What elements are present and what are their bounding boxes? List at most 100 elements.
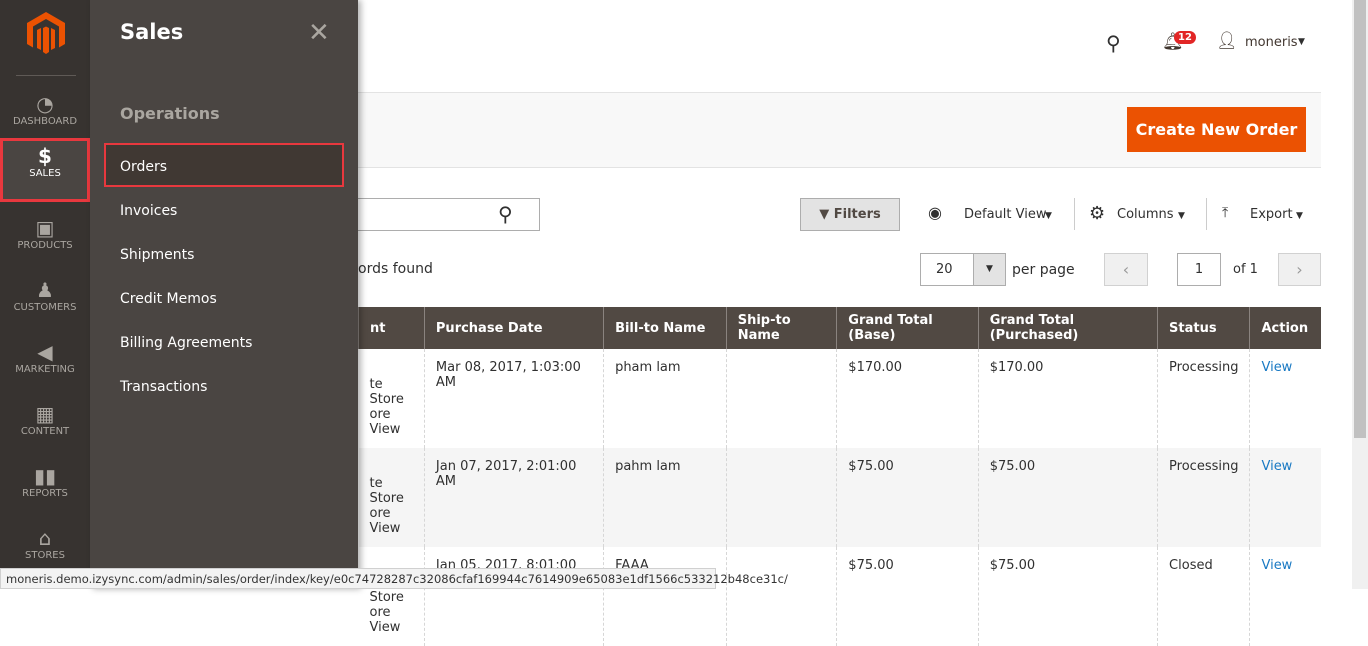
divider	[1206, 198, 1207, 230]
col-header-bill-to[interactable]: Bill-to Name	[603, 307, 727, 349]
menu-item-shipments[interactable]: Shipments	[120, 247, 195, 263]
user-icon: 👤︎	[1216, 31, 1238, 51]
grand-total-purchased: $75.00	[977, 547, 1158, 646]
megaphone-icon: ◀	[37, 340, 53, 364]
flyout-title: Sales	[120, 20, 184, 44]
view-link[interactable]: View	[1261, 558, 1293, 573]
eye-icon: ◉	[928, 203, 942, 222]
menu-item-orders[interactable]: Orders	[104, 143, 344, 187]
status: Processing	[1157, 349, 1250, 448]
per-page-select[interactable]: 20 ▼	[920, 253, 1006, 286]
caret-down-icon: ▼	[1178, 211, 1185, 221]
caret-down-icon[interactable]: ▼	[973, 254, 1005, 285]
nav-item-products[interactable]: ▣ PRODUCTS	[0, 210, 90, 272]
records-found: ords found	[358, 261, 433, 277]
nav-label: SALES	[29, 168, 61, 179]
filters-button[interactable]: ▼ Filters	[800, 198, 900, 231]
per-page-value: 20	[936, 262, 953, 277]
funnel-icon: ▼	[819, 207, 834, 222]
dollar-icon: $	[38, 144, 52, 168]
menu-item-credit-memos[interactable]: Credit Memos	[120, 291, 217, 307]
ship-to-name	[725, 448, 837, 547]
notification-badge[interactable]: 12	[1174, 31, 1196, 44]
upload-icon: ⤒	[1222, 205, 1229, 221]
layout-icon: ▦	[35, 402, 55, 426]
magento-logo[interactable]	[27, 12, 65, 54]
create-new-order-button[interactable]: Create New Order	[1127, 107, 1306, 152]
dashboard-icon: ◔	[36, 92, 54, 116]
grand-total-base: $75.00	[836, 547, 979, 646]
col-header[interactable]: nt	[358, 307, 425, 349]
ship-to-name	[725, 547, 837, 646]
user-menu[interactable]: moneris	[1245, 35, 1298, 50]
nav-item-stores[interactable]: ⌂ STORES	[0, 520, 90, 582]
grand-total-base: $75.00	[836, 448, 979, 547]
view-link[interactable]: View	[1261, 459, 1293, 474]
table-row[interactable]: te Store ore View Mar 08, 2017, 1:03:00 A…	[359, 349, 1321, 448]
grand-total-base: $170.00	[836, 349, 979, 448]
box-icon: ▣	[35, 216, 55, 240]
close-icon[interactable]: ✕	[308, 18, 330, 48]
nav-item-dashboard[interactable]: ◔ DASHBOARD	[0, 86, 90, 148]
nav-item-reports[interactable]: ▮▮ REPORTS	[0, 458, 90, 520]
action-cell: View	[1249, 547, 1321, 646]
table-row[interactable]: te Store ore View Jan 07, 2017, 2:01:00 A…	[358, 448, 1321, 547]
admin-nav: ◔ DASHBOARD $ SALES ▣ PRODUCTS ♟ CUSTOMERS ◀…	[0, 0, 90, 589]
nav-label: STORES	[25, 550, 65, 561]
nav-label: REPORTS	[22, 488, 68, 499]
purchase-date: Jan 07, 2017, 2:01:00 AM	[423, 448, 604, 547]
col-header-ship-to[interactable]: Ship-to Name	[725, 307, 837, 349]
orders-grid: nt Purchase Date Bill-to Name Ship-to Na…	[358, 307, 1321, 646]
grid-header: nt Purchase Date Bill-to Name Ship-to Na…	[358, 307, 1321, 349]
nav-item-sales[interactable]: $ SALES	[0, 138, 90, 202]
export-dropdown[interactable]: Export	[1250, 207, 1293, 222]
store-icon: ⌂	[38, 526, 52, 550]
grand-total-purchased: $75.00	[977, 448, 1158, 547]
bill-to-name: pahm lam	[603, 448, 727, 547]
search-input[interactable]	[358, 198, 540, 231]
nav-item-marketing[interactable]: ◀ MARKETING	[0, 334, 90, 396]
status: Closed	[1157, 547, 1250, 646]
view-dropdown[interactable]: Default View	[964, 207, 1047, 222]
scrollbar-thumb[interactable]	[1354, 0, 1366, 438]
view-link[interactable]: View	[1261, 360, 1293, 375]
nav-label: MARKETING	[15, 364, 75, 375]
action-cell: View	[1249, 349, 1321, 448]
ship-to-name	[725, 349, 837, 448]
columns-dropdown[interactable]: Columns	[1117, 207, 1174, 222]
col-header-purchase-date[interactable]: Purchase Date	[423, 307, 604, 349]
caret-down-icon: ▼	[1298, 37, 1305, 47]
filters-label: Filters	[833, 207, 881, 222]
col-header-grand-total-base[interactable]: Grand Total (Base)	[836, 307, 979, 349]
nav-divider	[16, 75, 76, 76]
per-page-label: per page	[1012, 262, 1075, 278]
menu-item-invoices[interactable]: Invoices	[120, 203, 178, 219]
status: Processing	[1157, 448, 1250, 547]
nav-label: DASHBOARD	[12, 116, 78, 127]
nav-label: CUSTOMERS	[13, 302, 77, 313]
nav-item-customers[interactable]: ♟ CUSTOMERS	[0, 272, 90, 334]
search-icon[interactable]: ⚲	[1106, 31, 1121, 55]
col-header-status[interactable]: Status	[1157, 307, 1250, 349]
bar-chart-icon: ▮▮	[33, 464, 56, 488]
nav-item-content[interactable]: ▦ CONTENT	[0, 396, 90, 458]
nav-label: PRODUCTS	[17, 240, 73, 251]
page-input[interactable]: 1	[1177, 253, 1221, 286]
flyout-section-title: Operations	[120, 104, 220, 123]
col-header-grand-total-purchased[interactable]: Grand Total (Purchased)	[977, 307, 1158, 349]
next-page-button[interactable]: ›	[1278, 253, 1321, 286]
action-cell: View	[1249, 448, 1321, 547]
menu-item-transactions[interactable]: Transactions	[120, 379, 208, 395]
prev-page-button[interactable]: ‹	[1104, 253, 1148, 286]
search-icon[interactable]: ⚲	[498, 202, 513, 226]
purchase-date: Mar 08, 2017, 1:03:00 AM	[423, 349, 604, 448]
menu-item-billing-agreements[interactable]: Billing Agreements	[120, 335, 253, 351]
gear-icon: ⚙	[1089, 203, 1106, 224]
bill-to-name: pham lam	[603, 349, 727, 448]
col-header-action: Action	[1249, 307, 1321, 349]
bill-to-name: FAAA Lammmm	[603, 547, 727, 646]
page-count: of 1	[1233, 262, 1258, 277]
